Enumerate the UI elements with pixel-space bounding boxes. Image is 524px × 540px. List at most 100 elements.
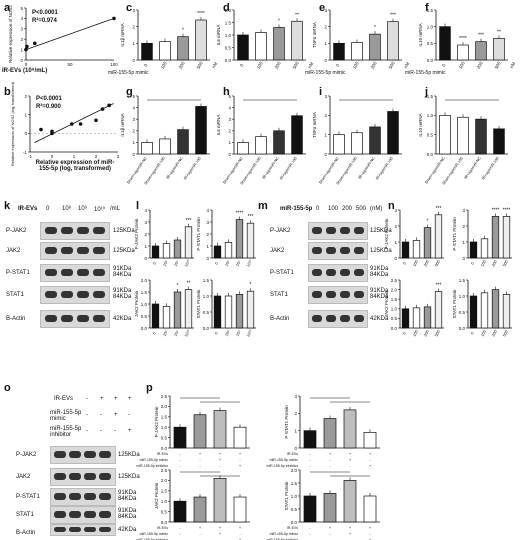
l3-bar-3 (184, 289, 193, 329)
panel-letter-l: l (136, 200, 140, 212)
p2-cond-label: IR-EVs (287, 452, 298, 456)
p3-ytick-label: 0.5 (161, 509, 168, 514)
panel-letter-f: f (425, 2, 429, 14)
f-xtick-label: 0 (441, 62, 447, 67)
p1-bar-3 (233, 426, 247, 449)
p3-bar-3 (233, 496, 247, 523)
p2-cond-mark: + (349, 451, 352, 456)
p3-cond-mark: + (239, 525, 242, 530)
p1-ytick-label: 0.0 (161, 446, 168, 451)
p4-cond-label: miR-155-5p inhibitor (266, 538, 298, 540)
l2-sig-3: *** (248, 214, 254, 220)
p4-cond-mark: + (369, 537, 372, 540)
n1-ytick-label: 3 (394, 208, 397, 213)
n2-xtick-label: 100 (479, 258, 487, 267)
n3-bar-2 (423, 306, 432, 329)
wb-o-mark: + (100, 396, 104, 402)
l1-ytick-label: 0 (144, 256, 147, 261)
wb-o-mark: - (86, 428, 88, 434)
n2-ytick-label: 0 (462, 256, 465, 261)
n3-bar-3 (434, 291, 443, 329)
p2-cond-mark: - (329, 463, 331, 468)
b-point-7 (107, 103, 111, 108)
n4-ytick-label: 1.0 (459, 294, 466, 299)
e-ylabel: TNFα mRNA (312, 22, 317, 48)
l2-xtick-label: 10⁹ (234, 259, 242, 267)
l1-bar-0 (151, 245, 160, 259)
p3-bar-0 (173, 500, 187, 523)
f-bar-0 (439, 26, 451, 61)
wb-o-mark: - (100, 428, 102, 434)
l3-xtick-label: 10⁸ (162, 329, 170, 337)
wb-o-mark: - (128, 412, 130, 418)
e-xtick-label: 200 (370, 60, 378, 69)
c-bar-2 (177, 36, 189, 61)
l4-xtick-label: 10⁸ (224, 329, 232, 337)
p3-ytick-label: 2.0 (161, 478, 168, 483)
h-xtick-label: Sham+agomiR-155 (240, 156, 262, 185)
e-bar-3 (387, 21, 399, 61)
f-ytick-label: 1.5 (427, 8, 434, 13)
l2-bar-2 (235, 219, 244, 259)
n3-ytick-label: 0.0 (391, 326, 398, 331)
d-ytick-label: 1.0 (225, 33, 232, 38)
wb-o-row-4-name: B-Actin (16, 530, 36, 536)
e-ytick-label: 2 (324, 24, 327, 29)
n2-bar-1 (480, 238, 489, 259)
p3-cond-mark: - (179, 537, 181, 540)
wb-o-row-4-kda: 42KDa (118, 527, 137, 533)
b-point-0 (39, 127, 43, 132)
wb-m-row-1-name: JAK2 (270, 248, 285, 254)
i-ytick-label: 3 (324, 94, 327, 99)
p4-bar-3 (363, 495, 377, 523)
i-ytick-label: 1 (324, 132, 327, 137)
p3-cond-label: miR-155-5p mimic (140, 532, 169, 536)
a-ytick-label: 3 (20, 27, 23, 32)
wb-o-mark: + (114, 412, 118, 418)
a-ylabel: Relative expression of NOS2 (8, 5, 13, 63)
d-xtick-label: 100 (256, 60, 264, 69)
p4-cond-label: miR-155-5p mimic (270, 532, 299, 536)
l1-bar-2 (173, 239, 182, 259)
d-xtick-label: 200 (274, 60, 282, 69)
c-unit-label: nM (211, 61, 219, 69)
wb-o-row-3-kda: 91KDa 84KDa (118, 508, 137, 520)
n3-bar-0 (401, 308, 410, 329)
p4-cond-mark: + (329, 525, 332, 530)
n1-bar-0 (401, 241, 410, 259)
n1-ytick-label: 0 (394, 256, 397, 261)
wb-o-mark: - (100, 412, 102, 418)
b-point-3 (70, 122, 74, 126)
c-xtick-label: 0 (143, 62, 149, 67)
j-ytick-label: 1.0 (427, 113, 434, 118)
n1-xtick-label: 500 (433, 258, 441, 267)
c-ytick-label: 3 (132, 8, 135, 13)
p4-cond-mark: - (349, 537, 351, 540)
b-xtick-label: 3 (117, 154, 120, 159)
p2-ylabel: P-STAT1 Protein (284, 405, 289, 439)
e-sig-2: * (374, 25, 376, 31)
wb-k-row-3-kda: 91KDa 84KDa (113, 288, 132, 300)
l3-xtick-label: 10⁹ (172, 329, 180, 337)
wb-o-row-3-name: STAT1 (16, 512, 34, 518)
p1-cond-mark: + (239, 463, 242, 468)
l3-ytick-label: 0.5 (141, 314, 148, 319)
wb-k-row-1-name: JAK2 (6, 248, 21, 254)
wb-o-row-2-name: P-STAT1 (16, 494, 40, 500)
panel-a-r-squared: R²=0.974 (32, 18, 57, 24)
wb-m-col-unit: (nM) (370, 206, 383, 212)
d-bar-2 (273, 27, 285, 61)
n3-ytick-label: 2.0 (391, 287, 398, 292)
a-ytick-label: 4 (20, 16, 23, 21)
b-ylabel: Relative expression of NOS2 (log, transf… (10, 81, 15, 166)
p4-bar-1 (323, 493, 337, 523)
wb-o-mark: + (114, 396, 118, 402)
h-bar-3 (291, 115, 303, 155)
p1-ytick-label: 2.5 (161, 394, 168, 399)
p2-bar-1 (323, 418, 337, 449)
p2-cond-mark: - (349, 463, 351, 468)
n4-bar-2 (491, 289, 500, 329)
a-ytick-label: 2 (20, 37, 23, 42)
l4-xtick-label: 10⁹ (234, 329, 242, 337)
